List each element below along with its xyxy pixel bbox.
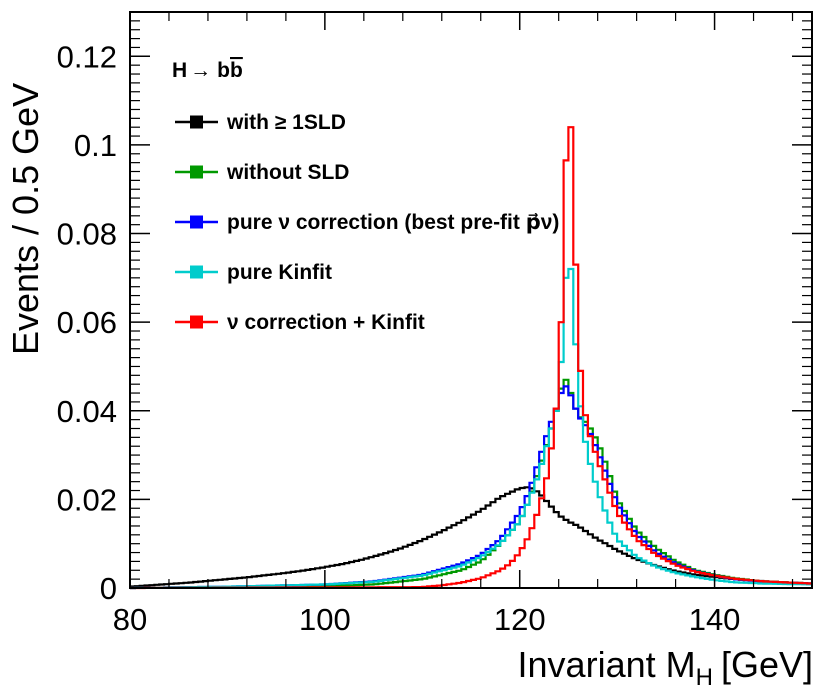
x-axis-label-unit: [GeV] (721, 644, 813, 685)
series-line-2 (130, 378, 812, 590)
legend-marker-4 (190, 265, 203, 279)
legend: with ≥ 1SLD without SLD pure ν correction … (175, 111, 559, 334)
legend-label-3: pure ν correction (best pre-fit p⃗ν) (227, 211, 559, 234)
y-tick-label: 0.1 (74, 128, 117, 163)
x-tick-label: 100 (299, 602, 351, 637)
legend-marker-2 (190, 165, 203, 179)
series-line-1 (130, 486, 812, 588)
legend-label-1: with ≥ 1SLD (226, 111, 346, 134)
series-line-4 (130, 267, 812, 590)
legend-marker-5 (190, 315, 203, 329)
x-tick-label: 140 (689, 602, 741, 637)
series-line-3 (130, 385, 812, 590)
axis-layer: 80 100 120 140 0 0.02 0.04 0.06 0.08 0.1 0.12 (57, 11, 812, 637)
plot-frame (129, 11, 813, 589)
legend-title: H → bb (172, 59, 243, 82)
series-layer (130, 126, 812, 590)
legend-label-2: without SLD (226, 161, 349, 184)
y-tick-label: 0.04 (57, 394, 117, 429)
x-tick-label: 120 (494, 602, 546, 637)
x-axis-label-main: Invariant M (518, 644, 696, 685)
y-tick-label: 0.12 (57, 39, 117, 74)
legend-label-5: ν correction + Kinfit (227, 311, 425, 334)
legend-marker-3 (190, 215, 203, 229)
series-line-5 (130, 126, 812, 590)
y-tick-label: 0.08 (57, 217, 117, 252)
y-tick-label: 0 (100, 571, 117, 606)
x-tick-label: 80 (113, 602, 147, 637)
x-axis-label: Invariant MH [GeV] (518, 644, 813, 691)
y-axis-label: Events / 0.5 GeV (5, 83, 46, 355)
y-tick-label: 0.06 (57, 305, 117, 340)
x-axis-label-subscript: H (696, 664, 713, 691)
legend-marker-1 (190, 115, 203, 129)
legend-label-4: pure Kinfit (227, 261, 332, 284)
y-tick-label: 0.02 (57, 482, 117, 517)
